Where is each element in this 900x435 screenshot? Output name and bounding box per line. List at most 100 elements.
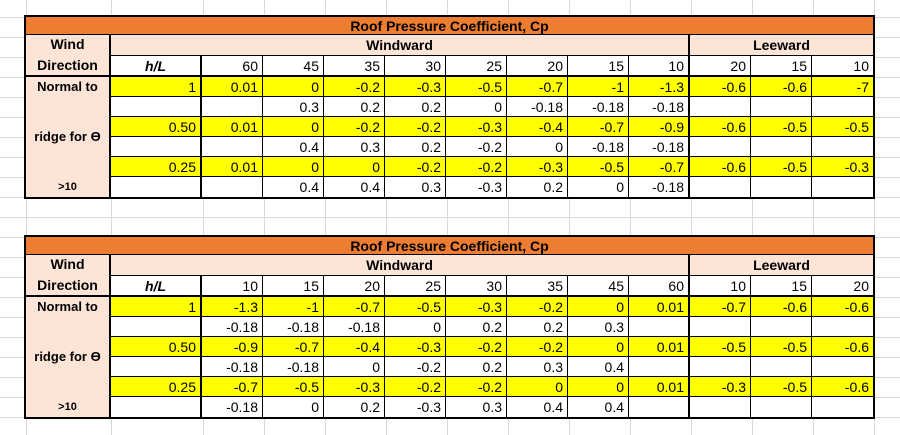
leeward-angle-header[interactable]: 10 [812,56,873,77]
hl-value-cell[interactable]: 0.50 [111,117,202,137]
cp-value-cell[interactable] [812,97,873,117]
cp-value-cell[interactable]: -7 [812,77,873,97]
cp-value-cell[interactable]: -0.2 [446,337,507,357]
cp-value-cell[interactable]: -0.6 [812,297,873,317]
leeward-span-header[interactable]: Leeward [690,255,873,276]
cp-value-cell[interactable]: 0 [324,357,385,377]
cp-value-cell[interactable]: -0.5 [751,117,812,137]
cp-value-cell[interactable]: -0.7 [690,297,751,317]
windward-angle-header[interactable]: 15 [263,276,324,297]
cp-value-cell[interactable] [812,177,873,197]
cp-value-cell[interactable] [751,397,812,417]
cp-value-cell[interactable]: 0 [263,77,324,97]
windward-angle-header[interactable]: 10 [202,276,263,297]
cp-value-cell[interactable] [690,137,751,157]
cp-value-cell[interactable]: -0.5 [751,157,812,177]
cp-value-cell[interactable]: -0.6 [812,337,873,357]
cp-value-cell[interactable]: -0.2 [385,357,446,377]
cp-value-cell[interactable]: -1 [568,77,629,97]
cp-value-cell[interactable]: 0 [568,377,629,397]
hl-value-cell[interactable]: 0.25 [111,157,202,177]
cp-value-cell[interactable]: -1.3 [629,77,690,97]
cp-value-cell[interactable]: -0.3 [446,177,507,197]
leeward-angle-header[interactable]: 15 [751,56,812,77]
windward-angle-header[interactable]: 35 [507,276,568,297]
cp-value-cell[interactable]: -0.5 [446,77,507,97]
cp-value-cell[interactable] [751,317,812,337]
cp-value-cell[interactable]: 0.2 [324,397,385,417]
cp-value-cell[interactable] [812,357,873,377]
cp-value-cell[interactable]: -0.18 [629,177,690,197]
cp-value-cell[interactable] [751,137,812,157]
cp-value-cell[interactable]: 0.3 [385,177,446,197]
cp-value-cell[interactable] [629,357,690,377]
cp-value-cell[interactable]: -0.3 [690,377,751,397]
cp-value-cell[interactable]: 0.4 [324,177,385,197]
cp-value-cell[interactable]: -0.4 [324,337,385,357]
hl-value-cell[interactable]: 0.50 [111,337,202,357]
cp-value-cell[interactable]: -0.9 [629,117,690,137]
cp-value-cell[interactable]: 0 [263,157,324,177]
cp-value-cell[interactable] [202,177,263,197]
cp-value-cell[interactable]: -0.6 [690,157,751,177]
cp-value-cell[interactable]: -0.18 [507,97,568,117]
cp-value-cell[interactable] [629,397,690,417]
hl-header[interactable]: h/L [111,56,202,77]
cp-value-cell[interactable] [751,97,812,117]
cp-value-cell[interactable]: -0.7 [202,377,263,397]
cp-value-cell[interactable]: 0.01 [202,157,263,177]
cp-value-cell[interactable]: -0.3 [446,297,507,317]
cp-value-cell[interactable]: 0.2 [446,317,507,337]
windward-angle-header[interactable]: 30 [385,56,446,77]
windward-angle-header[interactable]: 60 [202,56,263,77]
leeward-angle-header[interactable]: 15 [751,276,812,297]
cp-value-cell[interactable] [690,357,751,377]
cp-value-cell[interactable]: 0 [446,97,507,117]
cp-value-cell[interactable]: 0 [507,377,568,397]
cp-value-cell[interactable]: -0.9 [202,337,263,357]
cp-value-cell[interactable]: -0.2 [507,337,568,357]
cp-value-cell[interactable]: -0.18 [568,97,629,117]
cp-value-cell[interactable]: -0.7 [263,337,324,357]
cp-value-cell[interactable]: -0.4 [507,117,568,137]
cp-value-cell[interactable]: -0.3 [507,157,568,177]
cp-value-cell[interactable]: 0.2 [324,97,385,117]
cp-value-cell[interactable]: 0.3 [568,317,629,337]
hl-value-cell[interactable] [111,317,202,337]
cp-value-cell[interactable]: 0.4 [263,177,324,197]
cp-value-cell[interactable]: -1.3 [202,297,263,317]
cp-value-cell[interactable]: 0 [385,317,446,337]
windward-angle-header[interactable]: 45 [568,276,629,297]
hl-value-cell[interactable]: 1 [111,297,202,317]
hl-value-cell[interactable] [111,137,202,157]
cp-value-cell[interactable]: -0.2 [324,77,385,97]
cp-value-cell[interactable]: 0.4 [568,397,629,417]
cp-value-cell[interactable]: -0.6 [690,77,751,97]
row-labels-cell[interactable]: Normal to ridge for Ɵ >10 [26,297,111,417]
cp-value-cell[interactable]: 0.2 [446,357,507,377]
cp-value-cell[interactable]: 0.01 [202,77,263,97]
hl-value-cell[interactable] [111,357,202,377]
cp-value-cell[interactable]: -0.18 [629,137,690,157]
table-title[interactable]: Roof Pressure Coefficient, Cp [26,237,873,255]
cp-value-cell[interactable]: -0.18 [202,357,263,377]
cp-value-cell[interactable]: 0 [568,177,629,197]
cp-value-cell[interactable]: -0.5 [385,297,446,317]
cp-value-cell[interactable] [812,137,873,157]
windward-angle-header[interactable]: 20 [324,276,385,297]
wind-direction-cell[interactable]: Wind Direction [26,255,111,297]
windward-angle-header[interactable]: 25 [446,56,507,77]
cp-value-cell[interactable] [812,397,873,417]
cp-value-cell[interactable]: 0.3 [507,357,568,377]
cp-value-cell[interactable]: -0.6 [751,297,812,317]
cp-value-cell[interactable]: 0.2 [385,97,446,117]
cp-value-cell[interactable]: -0.18 [263,317,324,337]
cp-value-cell[interactable]: -0.7 [568,117,629,137]
cp-value-cell[interactable]: -0.18 [568,137,629,157]
cp-value-cell[interactable]: 0 [263,397,324,417]
cp-value-cell[interactable]: -0.6 [751,77,812,97]
cp-value-cell[interactable]: -0.7 [507,77,568,97]
cp-value-cell[interactable] [690,177,751,197]
cp-value-cell[interactable]: 0.3 [446,397,507,417]
cp-value-cell[interactable]: 0.01 [629,297,690,317]
